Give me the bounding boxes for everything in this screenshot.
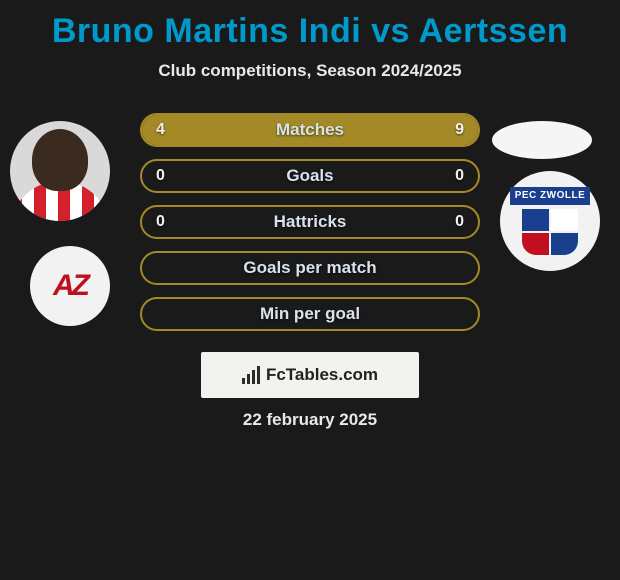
stat-label: Goals per match — [243, 258, 376, 278]
club-logo-left: AZ — [30, 246, 110, 326]
stat-bar: 4 9 Matches — [140, 113, 480, 147]
stat-value-left: 0 — [156, 167, 165, 185]
player-left-photo — [10, 121, 110, 221]
stat-value-right: 9 — [455, 121, 464, 139]
comparison-title: Bruno Martins Indi vs Aertssen — [0, 0, 620, 51]
player-left-face — [32, 129, 88, 191]
club-left-short: AZ — [53, 269, 87, 303]
stat-label: Hattricks — [274, 212, 347, 232]
stat-value-left: 4 — [156, 121, 165, 139]
stat-label: Matches — [276, 120, 344, 140]
watermark: FcTables.com — [201, 352, 419, 398]
stat-bar: 0 0 Goals — [140, 159, 480, 193]
comparison-content: AZ PEC ZWOLLE 4 9 Matches 0 0 Goals 0 0 Hattrick… — [0, 101, 620, 361]
stat-value-right: 0 — [455, 167, 464, 185]
stat-bar: 0 0 Hattricks — [140, 205, 480, 239]
stat-value-left: 0 — [156, 213, 165, 231]
stat-bars: 4 9 Matches 0 0 Goals 0 0 Hattricks Goals per mat… — [140, 113, 480, 343]
stat-bar: Goals per match — [140, 251, 480, 285]
comparison-subtitle: Club competitions, Season 2024/2025 — [0, 61, 620, 81]
player-right-placeholder — [492, 121, 592, 159]
club-right-shield-icon — [522, 209, 578, 255]
stat-bar: Min per goal — [140, 297, 480, 331]
stat-label: Min per goal — [260, 304, 360, 324]
stat-label: Goals — [286, 166, 333, 186]
stat-value-right: 0 — [455, 213, 464, 231]
chart-icon — [242, 366, 260, 384]
watermark-text: FcTables.com — [266, 365, 378, 385]
club-right-name: PEC ZWOLLE — [510, 187, 590, 205]
comparison-date: 22 february 2025 — [0, 410, 620, 430]
club-logo-right: PEC ZWOLLE — [500, 171, 600, 271]
